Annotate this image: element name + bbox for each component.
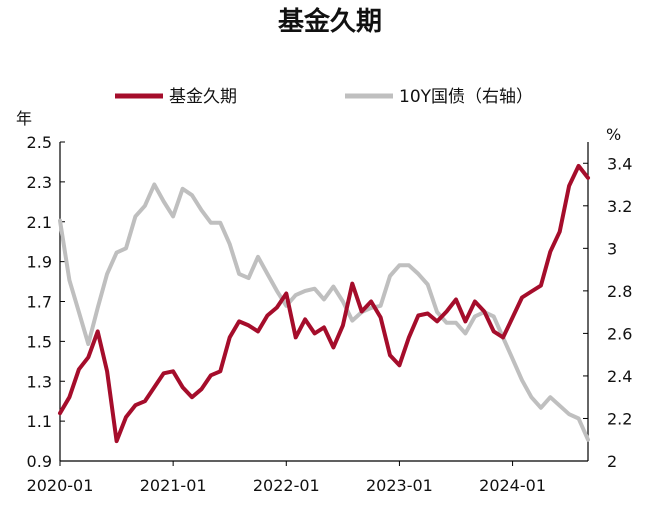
legend-label-fund-duration: 基金久期 [169,87,237,107]
left-tick-label: 0.9 [27,452,52,471]
series-layer [58,163,590,444]
right-tick-label: 2.2 [607,409,632,428]
axes: 0.9 1.1 1.3 1.5 1.7 1.9 2.1 2.3 2.5 2 2.2 2.4 2.6 2.8… [27,133,633,495]
left-tick-label: 1.3 [27,372,52,391]
legend: 基金久期 10Y国债（右轴） [115,87,533,107]
left-tick-label: 1.5 [27,332,52,351]
x-tick-label: 2023-01 [366,476,433,495]
left-tick-label: 1.7 [27,293,52,312]
series-line-fund-duration [58,163,590,444]
left-tick-label: 2.5 [27,133,52,152]
x-tick-label: 2021-01 [140,476,207,495]
right-tick-label: 2.4 [607,367,632,386]
chart-title: 基金久期 [278,6,382,37]
right-axis-unit: % [606,125,621,144]
legend-label-10y-bond: 10Y国债（右轴） [399,87,533,107]
right-tick-label: 3 [607,239,617,258]
left-tick-label: 1.9 [27,253,52,272]
left-axis-unit: 年 [16,109,32,128]
left-tick-label: 2.1 [27,213,52,232]
x-tick-label: 2020-01 [27,476,94,495]
right-tick-label: 2 [607,452,617,471]
left-tick-label: 1.1 [27,412,52,431]
right-tick-label: 3.2 [607,197,632,216]
x-tick-label: 2024-01 [479,476,546,495]
right-tick-label: 3.4 [607,154,632,173]
left-tick-label: 2.3 [27,173,52,192]
right-tick-label: 2.8 [607,282,632,301]
x-tick-label: 2022-01 [253,476,320,495]
series-line-10y-bond [58,182,590,442]
right-tick-label: 2.6 [607,324,632,343]
